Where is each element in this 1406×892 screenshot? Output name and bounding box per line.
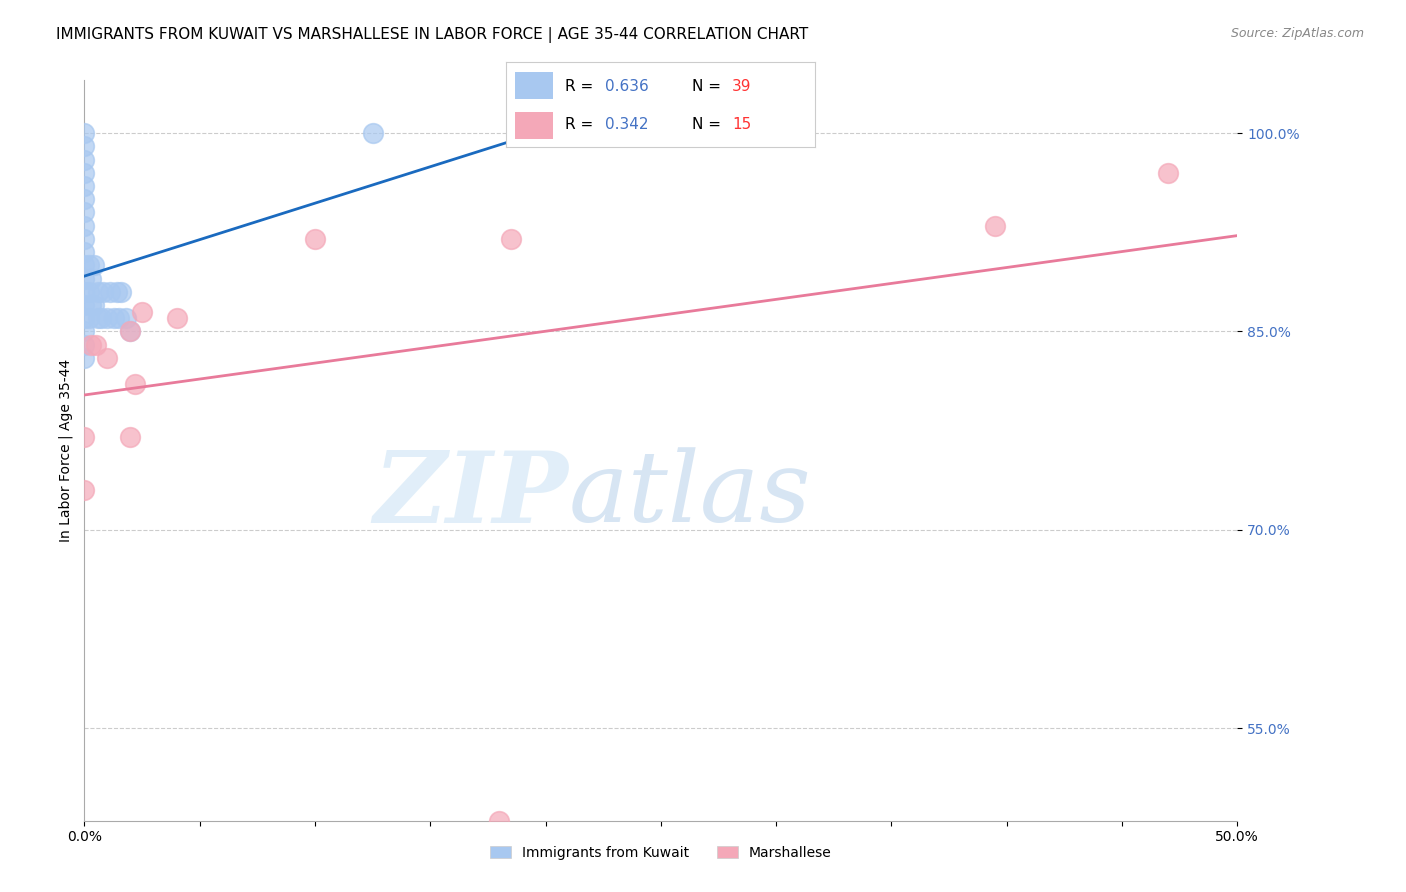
Point	[120, 325, 142, 339]
Point	[84, 337, 107, 351]
Point	[73, 153, 96, 167]
Point	[73, 192, 96, 206]
Point	[77, 311, 100, 326]
Point	[73, 351, 96, 365]
Text: 0.636: 0.636	[605, 78, 650, 94]
Point	[166, 311, 188, 326]
Text: IMMIGRANTS FROM KUWAIT VS MARSHALLESE IN LABOR FORCE | AGE 35-44 CORRELATION CHA: IMMIGRANTS FROM KUWAIT VS MARSHALLESE IN…	[56, 27, 808, 43]
Point	[115, 311, 138, 326]
Point	[87, 311, 110, 326]
Point	[108, 311, 131, 326]
Text: ZIP: ZIP	[374, 447, 568, 543]
Point	[87, 285, 110, 299]
Point	[73, 245, 96, 260]
Point	[131, 304, 153, 318]
Point	[499, 232, 522, 246]
Point	[80, 337, 103, 351]
Point	[73, 219, 96, 233]
Text: N =: N =	[692, 117, 725, 132]
FancyBboxPatch shape	[516, 71, 553, 99]
Point	[1157, 166, 1180, 180]
Point	[73, 325, 96, 339]
Point	[523, 126, 546, 140]
Point	[73, 337, 96, 351]
Point	[73, 126, 96, 140]
Point	[83, 298, 105, 312]
Point	[89, 311, 111, 326]
Point	[984, 219, 1007, 233]
Text: R =: R =	[565, 117, 598, 132]
Point	[73, 139, 96, 153]
Point	[304, 232, 326, 246]
Point	[73, 205, 96, 219]
Text: R =: R =	[565, 78, 598, 94]
Point	[110, 285, 132, 299]
Y-axis label: In Labor Force | Age 35-44: In Labor Force | Age 35-44	[59, 359, 73, 542]
Text: Source: ZipAtlas.com: Source: ZipAtlas.com	[1230, 27, 1364, 40]
Point	[83, 259, 105, 273]
Point	[98, 285, 121, 299]
Point	[120, 430, 142, 444]
Point	[77, 259, 100, 273]
Point	[361, 126, 384, 140]
Point	[96, 351, 118, 365]
Text: N =: N =	[692, 78, 725, 94]
Point	[73, 179, 96, 194]
Point	[73, 430, 96, 444]
Legend: Immigrants from Kuwait, Marshallese: Immigrants from Kuwait, Marshallese	[485, 840, 837, 865]
Point	[124, 377, 146, 392]
Point	[105, 285, 128, 299]
Point	[103, 311, 125, 326]
Point	[80, 298, 103, 312]
Point	[73, 311, 96, 326]
Point	[73, 259, 96, 273]
Point	[488, 814, 510, 828]
Point	[91, 285, 114, 299]
Point	[73, 271, 96, 285]
Point	[96, 311, 118, 326]
Point	[80, 271, 103, 285]
Point	[73, 166, 96, 180]
Text: 15: 15	[733, 117, 751, 132]
Text: 39: 39	[733, 78, 751, 94]
Point	[73, 483, 96, 497]
Point	[77, 285, 100, 299]
Point	[120, 325, 142, 339]
Point	[73, 298, 96, 312]
Text: atlas: atlas	[568, 447, 811, 542]
Point	[73, 232, 96, 246]
Point	[73, 285, 96, 299]
Text: 0.342: 0.342	[605, 117, 648, 132]
FancyBboxPatch shape	[516, 112, 553, 139]
